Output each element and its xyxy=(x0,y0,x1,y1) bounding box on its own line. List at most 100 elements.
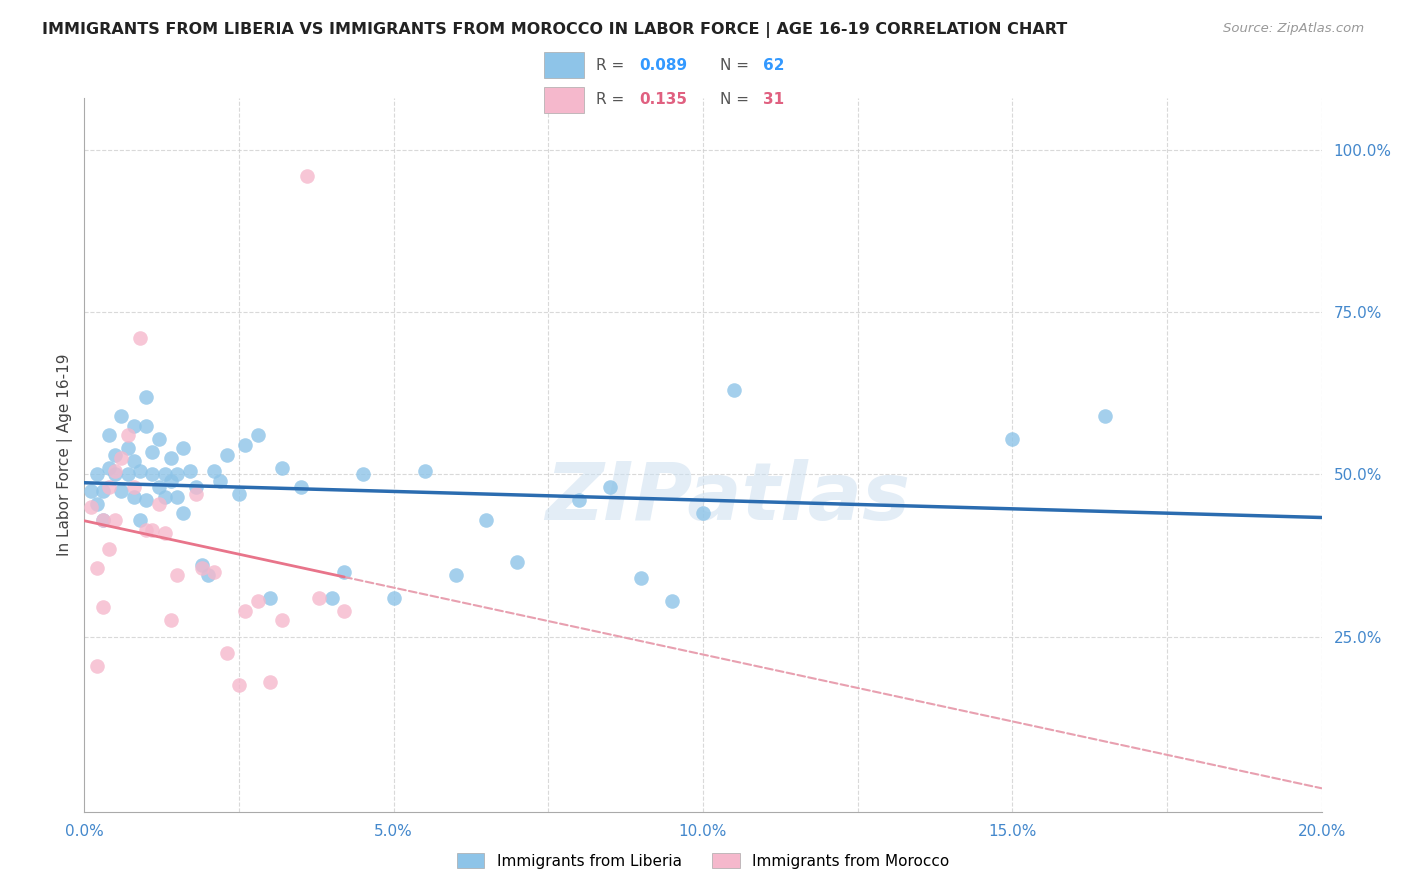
Point xyxy=(228,487,250,501)
Point xyxy=(352,467,374,482)
Point xyxy=(135,523,157,537)
Point xyxy=(475,513,498,527)
Point xyxy=(117,467,139,482)
Point xyxy=(246,594,269,608)
Point xyxy=(110,483,132,498)
Point xyxy=(191,558,214,573)
Point xyxy=(135,493,157,508)
Bar xyxy=(544,87,583,112)
Point xyxy=(141,467,163,482)
Legend: Immigrants from Liberia, Immigrants from Morocco: Immigrants from Liberia, Immigrants from… xyxy=(451,847,955,875)
Point xyxy=(160,451,183,466)
Point xyxy=(692,506,714,520)
Point xyxy=(148,497,170,511)
Point xyxy=(444,568,467,582)
Point xyxy=(1094,409,1116,423)
Point xyxy=(110,409,132,423)
Point xyxy=(104,448,127,462)
Point xyxy=(91,600,114,615)
Point xyxy=(191,561,214,575)
Point xyxy=(321,591,343,605)
Text: 0.089: 0.089 xyxy=(640,58,688,72)
Point xyxy=(599,480,621,494)
Text: IMMIGRANTS FROM LIBERIA VS IMMIGRANTS FROM MOROCCO IN LABOR FORCE | AGE 16-19 CO: IMMIGRANTS FROM LIBERIA VS IMMIGRANTS FR… xyxy=(42,22,1067,38)
Point xyxy=(723,383,745,397)
Point xyxy=(661,594,683,608)
Point xyxy=(382,591,405,605)
Point xyxy=(202,565,225,579)
Point xyxy=(228,678,250,692)
Point xyxy=(166,467,188,482)
Bar xyxy=(544,52,583,78)
Text: N =: N = xyxy=(720,93,749,107)
Point xyxy=(86,497,108,511)
Point xyxy=(506,555,529,569)
Point xyxy=(184,480,207,494)
Point xyxy=(135,418,157,433)
Point xyxy=(104,467,127,482)
Point xyxy=(117,428,139,442)
Point xyxy=(86,561,108,575)
Point xyxy=(135,390,157,404)
Text: ZIPatlas: ZIPatlas xyxy=(546,458,910,537)
Point xyxy=(271,461,294,475)
Point xyxy=(215,646,238,660)
Point xyxy=(122,418,145,433)
Point xyxy=(166,568,188,582)
Point xyxy=(98,480,121,494)
Point xyxy=(568,493,591,508)
Point xyxy=(91,513,114,527)
Point xyxy=(122,454,145,468)
Point xyxy=(129,331,152,345)
Point xyxy=(308,591,330,605)
Y-axis label: In Labor Force | Age 16-19: In Labor Force | Age 16-19 xyxy=(58,353,73,557)
Point xyxy=(295,169,318,183)
Point xyxy=(91,483,114,498)
Point xyxy=(160,474,183,488)
Point xyxy=(79,500,101,514)
Point xyxy=(110,451,132,466)
Text: Source: ZipAtlas.com: Source: ZipAtlas.com xyxy=(1223,22,1364,36)
Point xyxy=(271,613,294,627)
Point xyxy=(98,461,121,475)
Text: 31: 31 xyxy=(763,93,785,107)
Point xyxy=(259,591,281,605)
Point xyxy=(259,675,281,690)
Point xyxy=(79,483,101,498)
Point xyxy=(1001,432,1024,446)
Point xyxy=(141,444,163,458)
Point xyxy=(209,474,232,488)
Point xyxy=(148,432,170,446)
Point xyxy=(630,571,652,585)
Point xyxy=(197,568,219,582)
Point xyxy=(413,464,436,478)
Point xyxy=(172,506,194,520)
Point xyxy=(122,480,145,494)
Point xyxy=(179,464,201,478)
Point xyxy=(233,438,256,452)
Point xyxy=(91,513,114,527)
Point xyxy=(129,464,152,478)
Text: 0.135: 0.135 xyxy=(640,93,688,107)
Text: R =: R = xyxy=(596,93,624,107)
Point xyxy=(233,604,256,618)
Point xyxy=(153,467,176,482)
Point xyxy=(166,490,188,504)
Point xyxy=(98,541,121,556)
Text: 62: 62 xyxy=(763,58,785,72)
Point xyxy=(184,487,207,501)
Point xyxy=(86,658,108,673)
Point xyxy=(215,448,238,462)
Point xyxy=(148,480,170,494)
Point xyxy=(202,464,225,478)
Point xyxy=(153,490,176,504)
Point xyxy=(129,513,152,527)
Point xyxy=(86,467,108,482)
Point xyxy=(104,513,127,527)
Text: R =: R = xyxy=(596,58,624,72)
Point xyxy=(246,428,269,442)
Point xyxy=(290,480,312,494)
Point xyxy=(172,442,194,456)
Point xyxy=(333,604,356,618)
Point xyxy=(333,565,356,579)
